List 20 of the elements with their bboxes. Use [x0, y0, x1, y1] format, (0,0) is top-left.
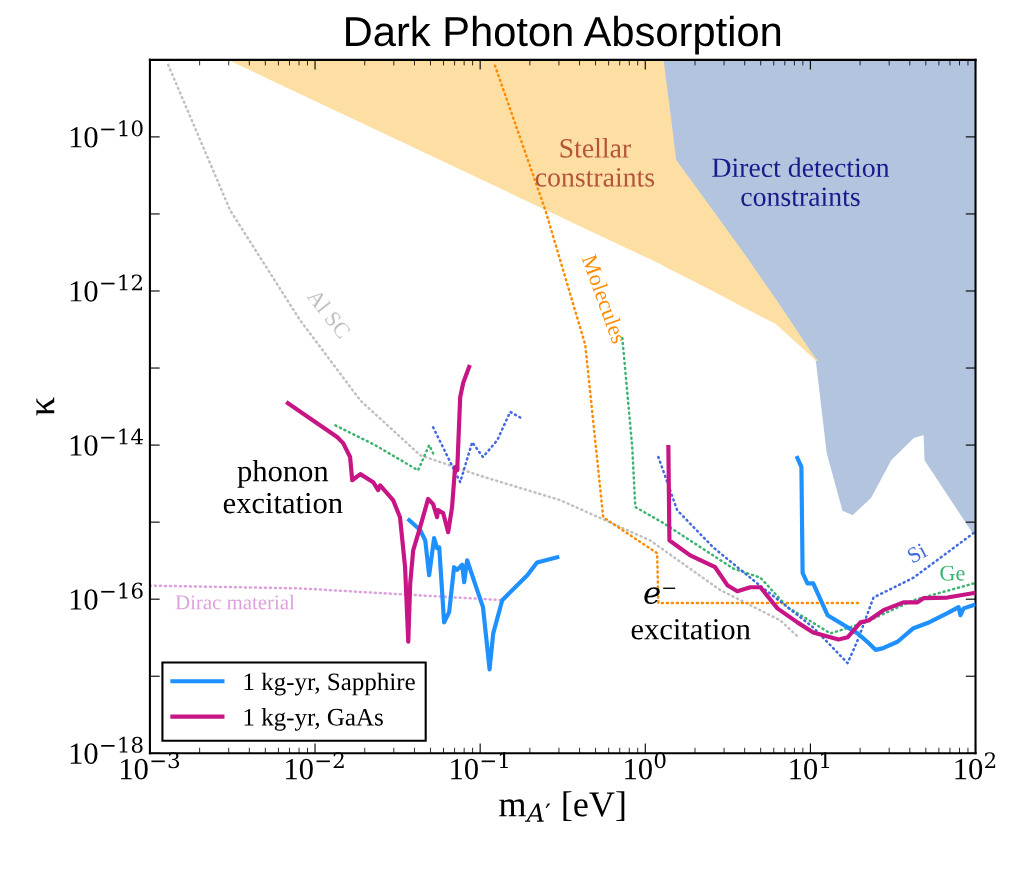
chart-title: Dark Photon Absorption — [346, 15, 781, 55]
annotation: phonon excitation — [223, 459, 343, 514]
x-tick-label: 10$^{2}$ — [955, 752, 996, 780]
y-tick-label: 10$^{−14}$ — [70, 428, 143, 456]
y-tick-label: 10$^{−16}$ — [70, 582, 143, 610]
annotation: Dirac material — [175, 594, 295, 610]
annotation: Stellar constraints — [535, 138, 655, 187]
annotation: Al SC — [306, 287, 352, 340]
x-tick-label: 10$^{−1}$ — [451, 752, 508, 780]
y-axis-title: κ — [36, 397, 55, 416]
annotation: Si — [906, 542, 929, 564]
annotation: excitation — [631, 619, 751, 640]
legend-label: 1 kg-yr, GaAs — [244, 708, 383, 731]
annotation: e⁻ — [644, 587, 676, 605]
legend-label: 1 kg-yr, Sapphire — [244, 672, 415, 696]
x-axis-title: m$_{A′}$ [eV] — [499, 791, 625, 822]
annotation: Direct detection constraints — [712, 157, 890, 207]
y-tick-label: 10$^{−10}$ — [70, 120, 143, 148]
y-tick-label: 10$^{−12}$ — [70, 274, 142, 302]
annotation: Ge — [940, 565, 965, 581]
